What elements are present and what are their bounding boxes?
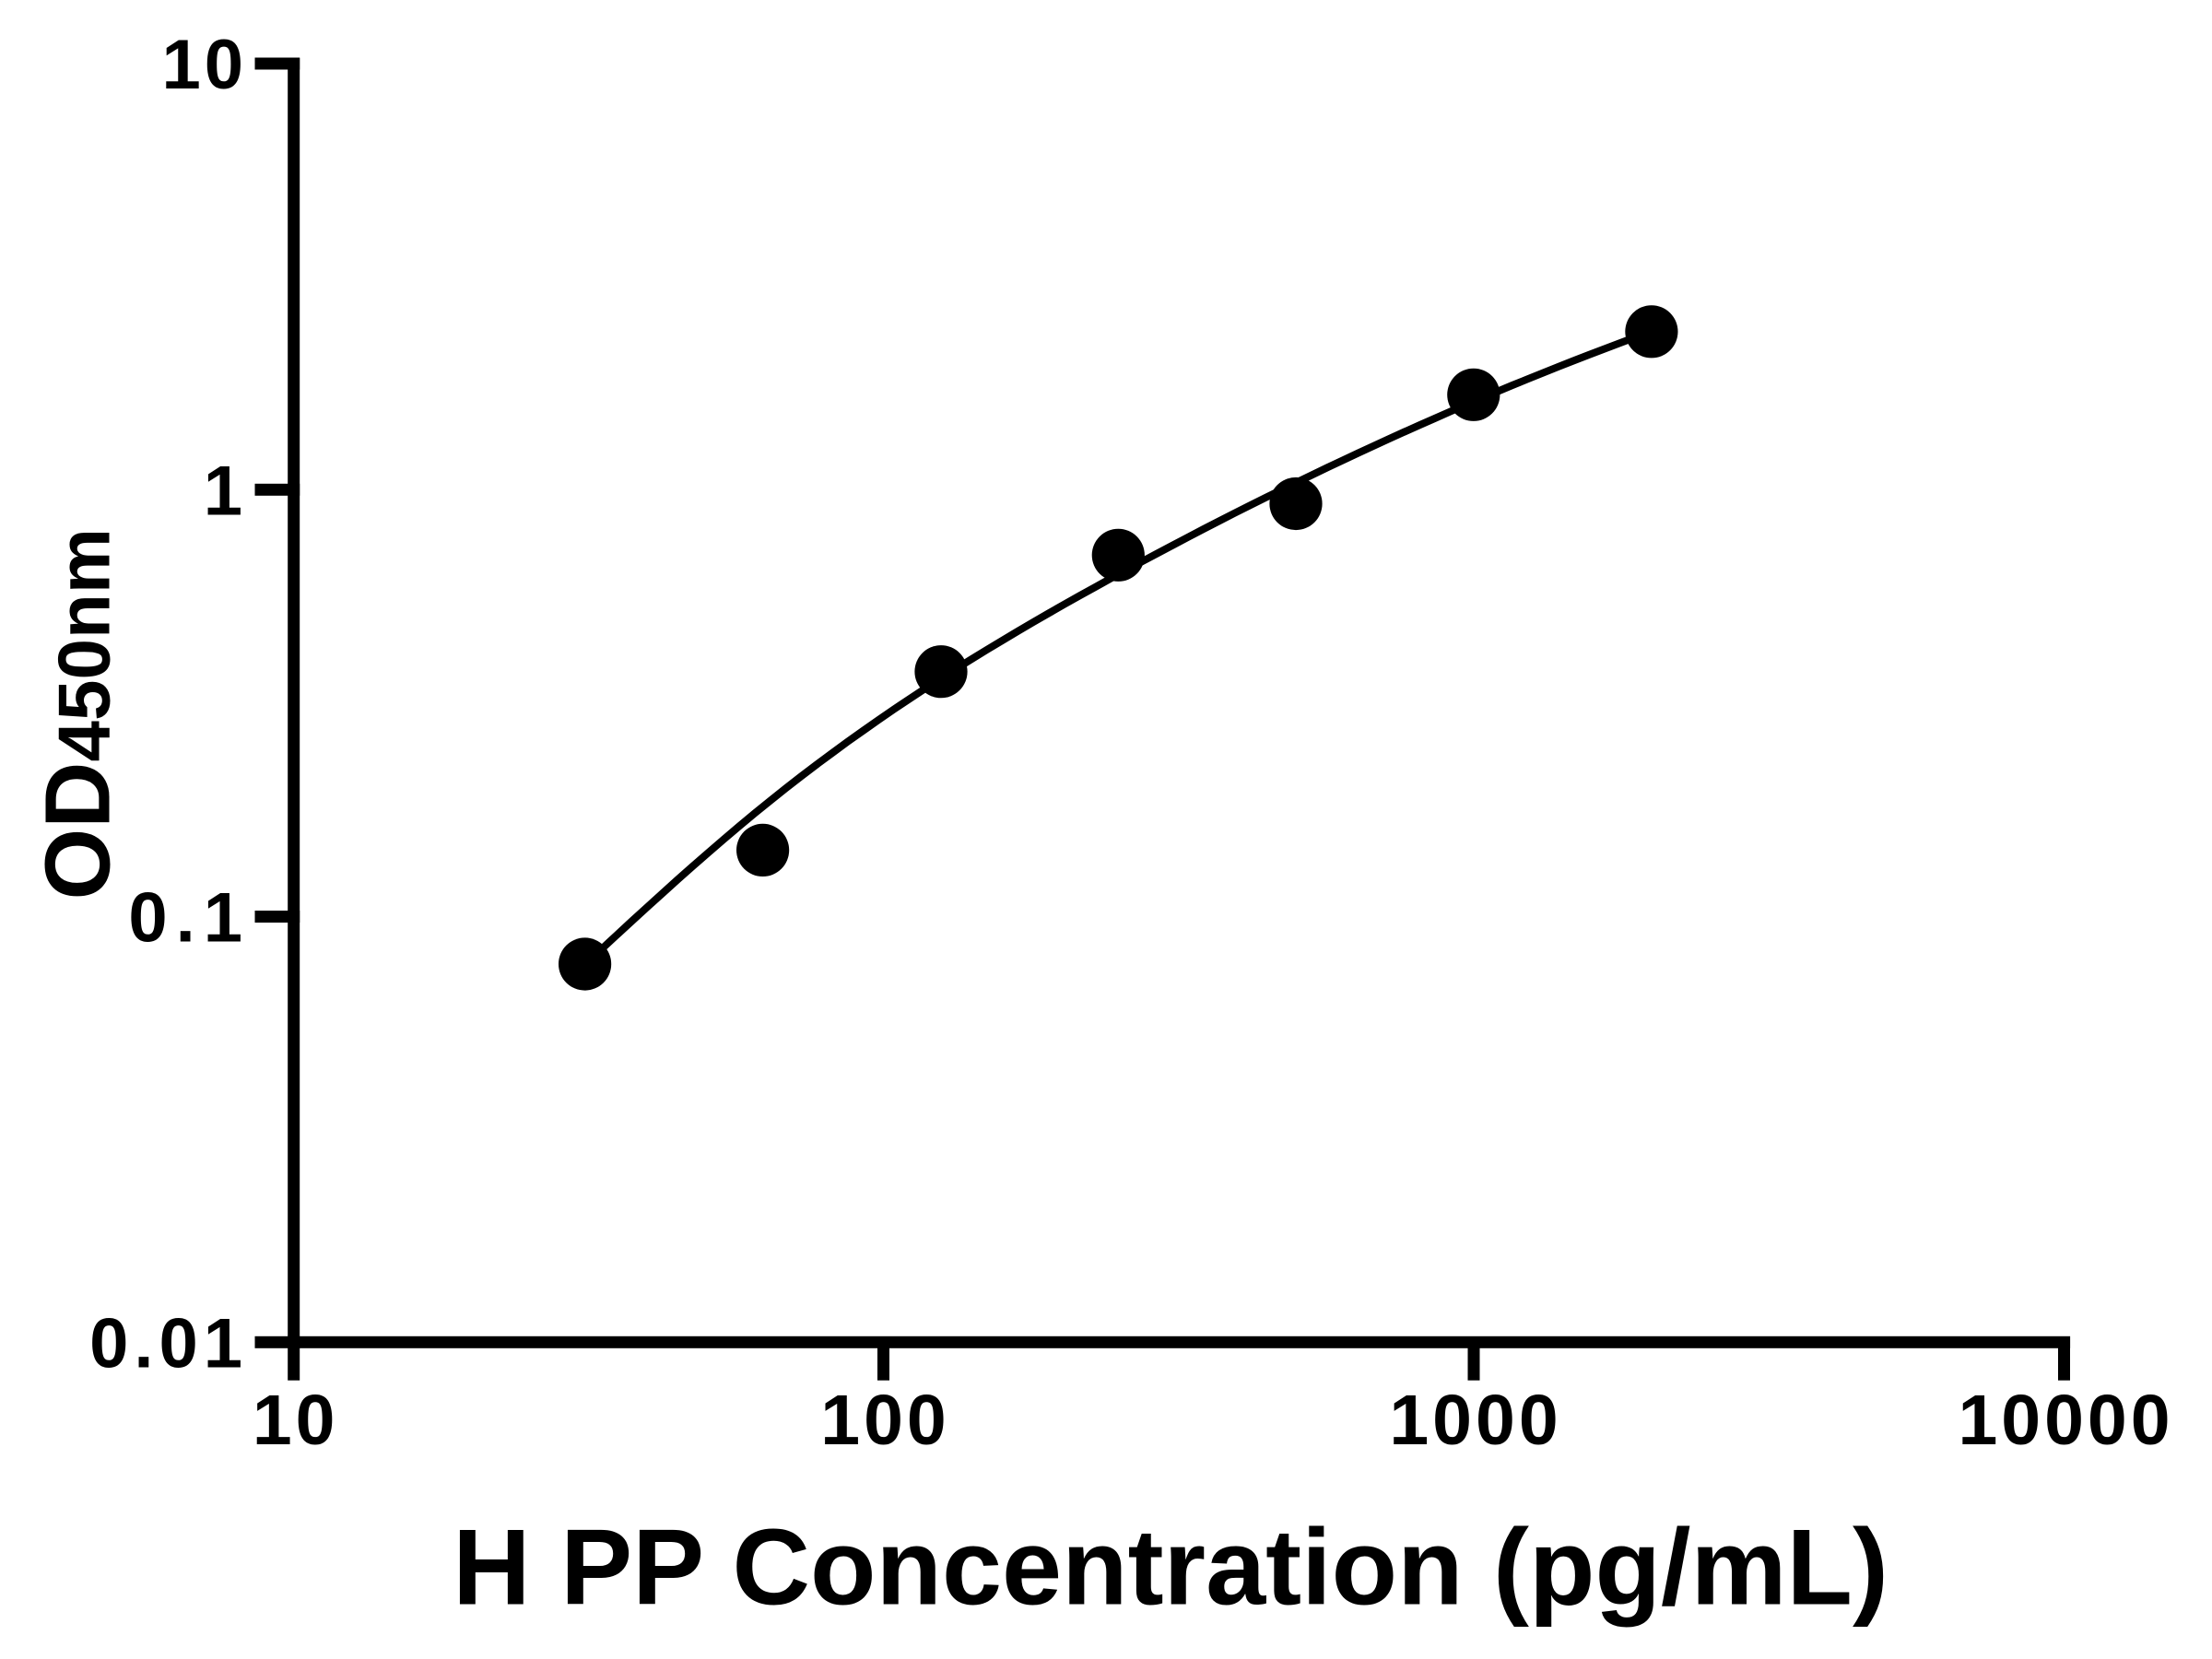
svg-text:10: 10 [161,26,247,104]
svg-text:0.1: 0.1 [128,879,251,958]
svg-text:1: 1 [204,452,246,530]
svg-text:0.01: 0.01 [89,1304,248,1382]
svg-text:OD450nm: OD450nm [27,528,130,900]
svg-text:1000: 1000 [1389,1381,1561,1460]
svg-text:100: 100 [820,1381,949,1460]
svg-text:H PP Concentration (pg/mL): H PP Concentration (pg/mL) [453,1507,1888,1628]
svg-text:10: 10 [253,1381,339,1460]
svg-text:10000: 10000 [1958,1381,2173,1460]
